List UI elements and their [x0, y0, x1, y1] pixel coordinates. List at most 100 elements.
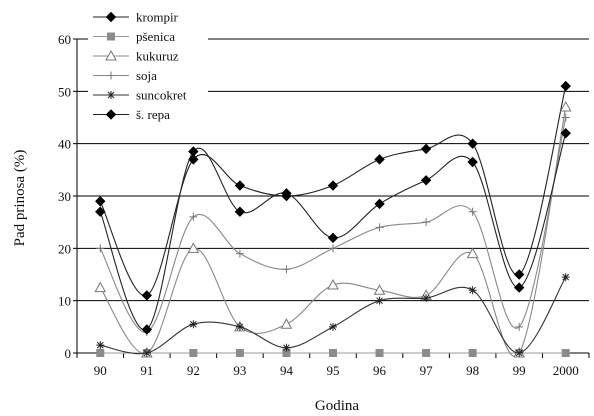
series-5-point	[281, 188, 292, 199]
legend-label: soja	[136, 68, 157, 83]
series-5-point	[327, 232, 339, 244]
series-2-point	[280, 318, 293, 329]
series-2-point	[94, 281, 107, 293]
legend-item: krompir	[93, 10, 179, 25]
legend-item: pšenica	[93, 29, 175, 44]
legend-label: krompir	[136, 10, 179, 25]
x-tick-label: 92	[187, 363, 200, 378]
x-tick-label: 95	[327, 363, 340, 378]
y-tick-label: 30	[58, 189, 71, 204]
series-4-point	[282, 343, 291, 352]
legend-item: kukuruz	[93, 49, 179, 64]
legend-swatch-marker	[107, 91, 115, 99]
series-0-point	[374, 154, 385, 165]
y-tick-label: 10	[58, 294, 71, 309]
series-4-point	[329, 322, 337, 331]
x-axis-label: Godina	[315, 398, 360, 414]
series-1-point	[189, 349, 198, 357]
x-tick-label: 90	[94, 363, 107, 378]
legend-swatch-marker	[107, 32, 115, 41]
series-3-point	[282, 265, 291, 274]
series-3-point	[422, 218, 431, 227]
series-0-point	[560, 80, 571, 92]
legend-item: suncokret	[93, 88, 187, 103]
series-0-point	[467, 138, 478, 149]
series-1-point	[235, 349, 244, 357]
x-tick-label: 96	[373, 363, 387, 378]
series-0	[95, 80, 571, 301]
series-3-point	[189, 212, 198, 221]
y-tick-label: 60	[58, 32, 71, 47]
series-3-point	[329, 244, 337, 253]
x-tick-label: 91	[140, 363, 153, 378]
series-2-line	[99, 106, 567, 357]
series-5-point	[420, 175, 432, 186]
series-2-point	[559, 101, 572, 112]
series-5-point	[234, 206, 246, 217]
series-5-point	[188, 146, 199, 157]
series-5-point	[374, 198, 385, 210]
y-axis-label: Pad prinosa (%)	[12, 150, 28, 247]
series-1-point	[329, 349, 337, 357]
series-4	[96, 273, 570, 357]
series-group	[94, 80, 572, 358]
x-tick-label: 94	[280, 363, 294, 378]
series-5-point	[95, 206, 106, 217]
x-tick-label: 99	[513, 363, 526, 378]
legend-background	[88, 6, 208, 127]
series-4-point	[189, 320, 198, 329]
x-tick-label: 2000	[553, 363, 579, 378]
legend-item: soja	[93, 68, 157, 83]
legend-label: pšenica	[136, 29, 175, 44]
series-4-point	[235, 322, 244, 331]
series-1	[96, 349, 570, 357]
legend-swatch-marker	[107, 71, 115, 80]
legend: krompir pšenica kukuruz soja suncokret š. rep…	[93, 10, 187, 122]
series-0-point	[234, 180, 246, 191]
series-0-point	[95, 196, 106, 207]
series-2-point	[373, 284, 386, 295]
legend-swatch-marker	[105, 109, 117, 120]
x-tick-label: 98	[466, 363, 479, 378]
series-1-point	[561, 349, 570, 357]
series-4-point	[375, 296, 384, 305]
series-2-point	[466, 247, 479, 259]
series-5	[95, 127, 571, 335]
series-0-point	[327, 180, 339, 191]
series-3-point	[515, 322, 524, 331]
legend-label: suncokret	[136, 88, 187, 103]
series-4-line	[100, 276, 567, 355]
legend-swatch-marker	[105, 11, 117, 23]
series-4-point	[142, 349, 151, 357]
series-4-point	[468, 286, 477, 295]
series-3	[96, 113, 570, 337]
legend-label: kukuruz	[136, 49, 179, 64]
legend-label: š. repa	[136, 107, 170, 122]
series-1-point	[468, 349, 477, 357]
y-tick-label: 50	[58, 84, 71, 99]
legend-item: š. repa	[93, 107, 170, 122]
x-tick-labels: 90 91 92 93 94 95 96 97 98 99 2000	[76, 353, 590, 378]
y-tick-label: 40	[58, 137, 71, 152]
series-4-point	[561, 273, 570, 282]
series-1-point	[375, 349, 384, 357]
series-2	[94, 101, 572, 358]
y-tick-label: 0	[65, 346, 72, 361]
series-0-point	[141, 290, 153, 301]
series-3-point	[235, 249, 244, 258]
x-tick-label: 93	[233, 363, 246, 378]
y-tick-labels: 0 10 20 30 40 50 60	[58, 32, 77, 361]
x-tick-label: 97	[420, 363, 434, 378]
series-3-point	[468, 207, 477, 216]
series-3-line	[99, 117, 567, 333]
series-3-point	[561, 113, 570, 122]
series-3-point	[375, 223, 384, 232]
series-2-point	[327, 278, 339, 290]
series-0-point	[513, 269, 525, 280]
legend-swatch-marker	[105, 49, 117, 61]
series-2-point	[187, 242, 200, 253]
series-0-point	[420, 143, 432, 155]
series-1-point	[96, 349, 105, 357]
series-1-point	[422, 349, 431, 357]
